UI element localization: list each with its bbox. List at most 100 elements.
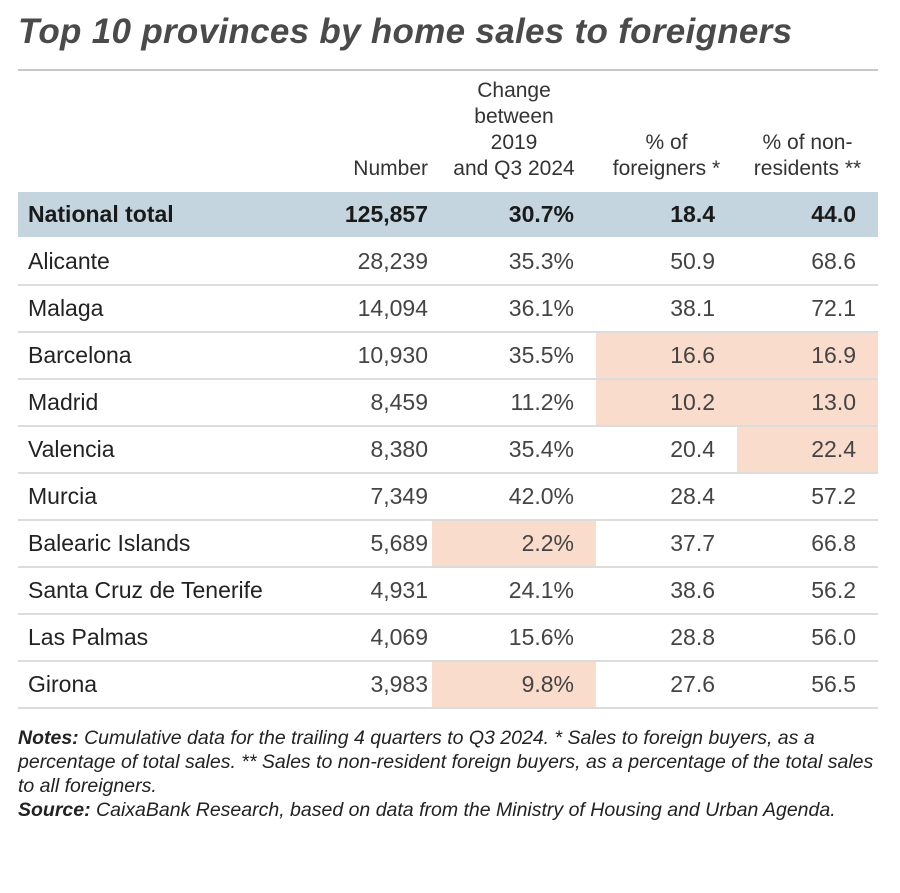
- cell-value: 24.1%: [508, 577, 574, 603]
- cell-number: 8,380: [310, 426, 432, 474]
- table-row: Madrid 8,459 11.2% 10.2 13.0: [18, 379, 878, 427]
- cell-value: 28.8: [670, 624, 715, 650]
- row-name: Las Palmas: [18, 614, 310, 662]
- cell-value: 7,349: [370, 483, 428, 509]
- cell-value: 35.4%: [508, 436, 574, 462]
- cell-value: 2.2%: [521, 530, 574, 556]
- cell-value: 72.1: [811, 295, 856, 321]
- page-title: Top 10 provinces by home sales to foreig…: [18, 12, 793, 51]
- header-change: Change between 2019 and Q3 2024: [432, 72, 596, 192]
- cell-number: 4,931: [310, 567, 432, 615]
- cell-value: 30.7%: [508, 201, 574, 227]
- header-line: % of non-: [762, 131, 853, 154]
- header-line: Change: [477, 79, 551, 102]
- cell-nonresidents: 44.0: [737, 192, 878, 239]
- table-row: Balearic Islands 5,689 2.2% 37.7 66.8: [18, 520, 878, 568]
- cell-change: 24.1%: [432, 567, 596, 615]
- notes-text: Cumulative data for the trailing 4 quart…: [18, 727, 874, 797]
- table-row: Santa Cruz de Tenerife 4,931 24.1% 38.6 56.2: [18, 567, 878, 615]
- cell-foreigners: 20.4: [596, 426, 737, 474]
- cell-foreigners: 18.4: [596, 192, 737, 239]
- row-name: Girona: [18, 661, 310, 709]
- cell-value: 35.5%: [508, 342, 574, 368]
- cell-value: 38.6: [670, 577, 715, 603]
- cell-foreigners: 28.8: [596, 614, 737, 662]
- cell-value: 16.6: [670, 342, 715, 368]
- cell-change: 35.3%: [432, 238, 596, 286]
- cell-value: 35.3%: [508, 248, 574, 274]
- cell-change: 2.2%: [432, 520, 596, 568]
- table-row: Alicante 28,239 35.3% 50.9 68.6: [18, 238, 878, 286]
- cell-number: 125,857: [310, 192, 432, 239]
- cell-value: 5,689: [370, 530, 428, 556]
- cell-value: 38.1: [670, 295, 715, 321]
- cell-value: 4,931: [370, 577, 428, 603]
- header-line: and Q3 2024: [453, 157, 575, 180]
- cell-foreigners: 38.6: [596, 567, 737, 615]
- cell-number: 7,349: [310, 473, 432, 521]
- header-row: Number Change between 2019 and Q3 2024 % of…: [18, 72, 878, 192]
- cell-value: 10.2: [670, 389, 715, 415]
- header-number: Number: [310, 72, 432, 192]
- header-foreigners: % of foreigners *: [596, 72, 737, 192]
- cell-foreigners: 37.7: [596, 520, 737, 568]
- cell-nonresidents: 66.8: [737, 520, 878, 568]
- cell-number: 8,459: [310, 379, 432, 427]
- cell-number: 10,930: [310, 332, 432, 380]
- cell-nonresidents: 56.0: [737, 614, 878, 662]
- cell-value: 42.0%: [508, 483, 574, 509]
- row-name: National total: [18, 192, 310, 239]
- cell-value: 44.0: [811, 201, 856, 227]
- header-line: residents **: [753, 157, 862, 180]
- cell-foreigners: 50.9: [596, 238, 737, 286]
- cell-nonresidents: 16.9: [737, 332, 878, 380]
- table-row: Valencia 8,380 35.4% 20.4 22.4: [18, 426, 878, 474]
- cell-value: 28,239: [357, 248, 428, 274]
- notes-label: Notes:: [18, 727, 79, 749]
- source-label: Source:: [18, 799, 91, 821]
- source-paragraph: Source: CaixaBank Research, based on dat…: [18, 798, 878, 822]
- cell-foreigners: 16.6: [596, 332, 737, 380]
- cell-value: 20.4: [670, 436, 715, 462]
- header-line: Number: [353, 157, 428, 180]
- cell-value: 125,857: [344, 201, 428, 227]
- cell-value: 66.8: [811, 530, 856, 556]
- cell-change: 35.5%: [432, 332, 596, 380]
- cell-value: 56.0: [811, 624, 856, 650]
- cell-nonresidents: 68.6: [737, 238, 878, 286]
- cell-number: 14,094: [310, 285, 432, 333]
- cell-value: 37.7: [670, 530, 715, 556]
- cell-nonresidents: 13.0: [737, 379, 878, 427]
- header-line: foreigners *: [612, 157, 721, 180]
- cell-number: 3,983: [310, 661, 432, 709]
- row-name: Santa Cruz de Tenerife: [18, 567, 310, 615]
- cell-value: 14,094: [357, 295, 428, 321]
- cell-value: 18.4: [670, 201, 715, 227]
- notes: Notes: Cumulative data for the trailing …: [18, 726, 878, 822]
- title-divider: [18, 69, 878, 71]
- notes-paragraph: Notes: Cumulative data for the trailing …: [18, 726, 878, 798]
- table-row: Murcia 7,349 42.0% 28.4 57.2: [18, 473, 878, 521]
- cell-change: 9.8%: [432, 661, 596, 709]
- source-text: CaixaBank Research, based on data from t…: [90, 799, 836, 821]
- cell-value: 28.4: [670, 483, 715, 509]
- row-name: Madrid: [18, 379, 310, 427]
- header-line: 2019: [490, 131, 538, 154]
- cell-change: 11.2%: [432, 379, 596, 427]
- cell-foreigners: 38.1: [596, 285, 737, 333]
- cell-value: 50.9: [670, 248, 715, 274]
- cell-foreigners: 10.2: [596, 379, 737, 427]
- cell-value: 27.6: [670, 671, 715, 697]
- row-name: Balearic Islands: [18, 520, 310, 568]
- cell-value: 13.0: [811, 389, 856, 415]
- cell-change: 36.1%: [432, 285, 596, 333]
- row-name: Valencia: [18, 426, 310, 474]
- table-row: Girona 3,983 9.8% 27.6 56.5: [18, 661, 878, 709]
- cell-foreigners: 28.4: [596, 473, 737, 521]
- cell-value: 8,380: [370, 436, 428, 462]
- national-total-row: National total 125,857 30.7% 18.4 44.0: [18, 192, 878, 239]
- cell-value: 3,983: [370, 671, 428, 697]
- cell-value: 11.2%: [510, 389, 574, 415]
- row-name: Murcia: [18, 473, 310, 521]
- cell-value: 68.6: [811, 248, 856, 274]
